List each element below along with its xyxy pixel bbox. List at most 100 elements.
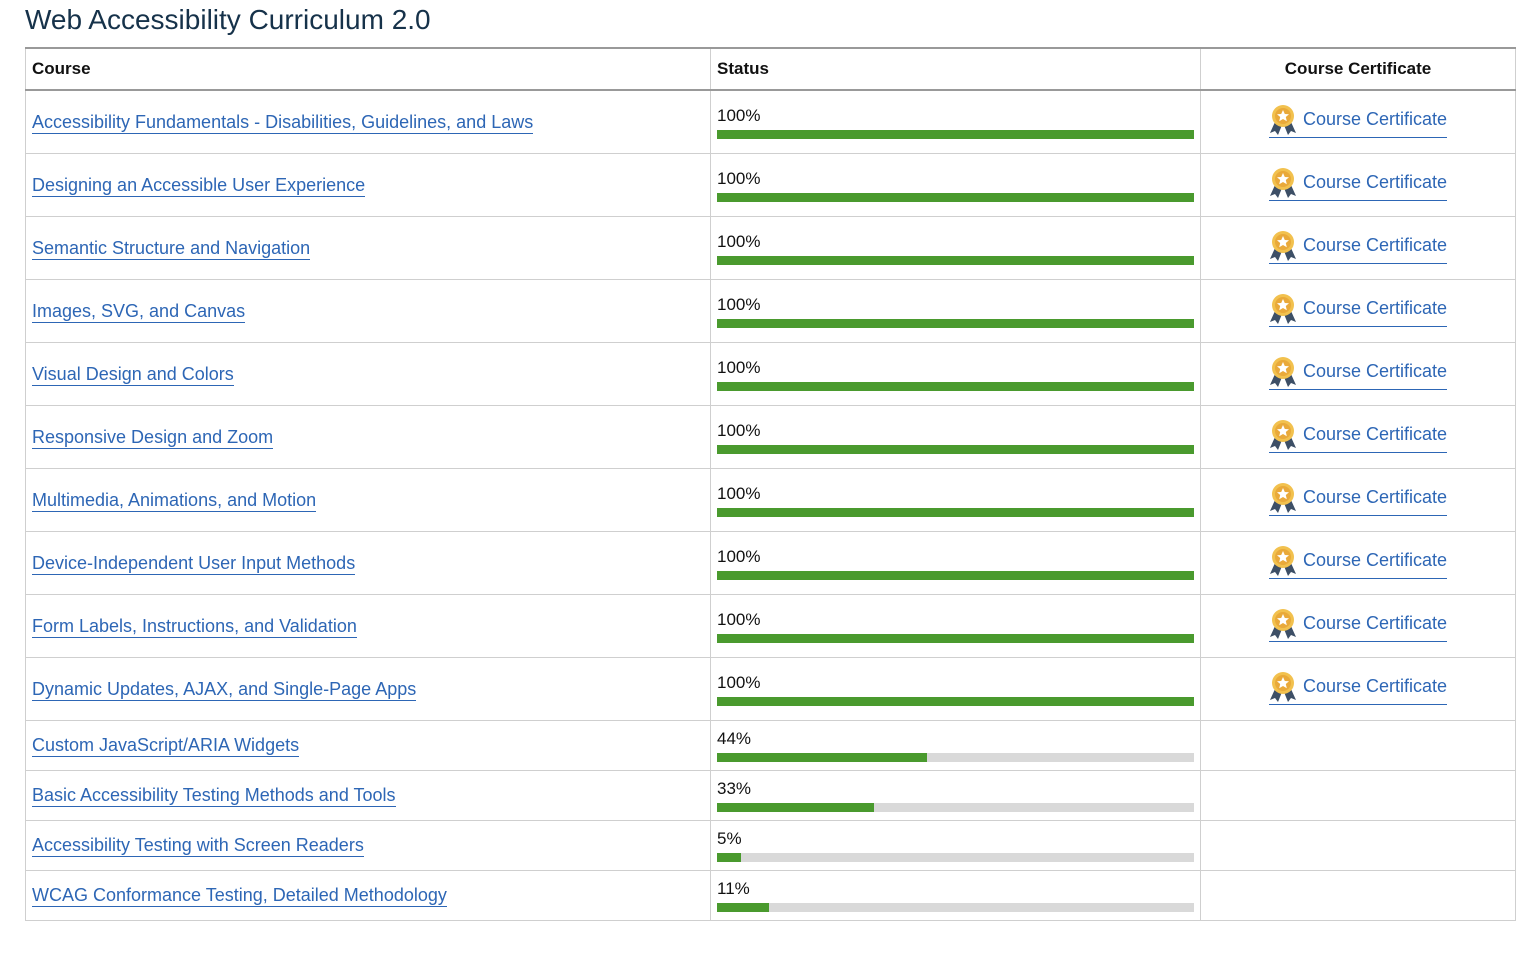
progress-fill [717,803,875,812]
progress-fill [717,903,770,912]
certificate-icon [1269,419,1296,450]
status-percent: 100% [717,105,761,125]
certificate-link[interactable]: Course Certificate [1268,230,1448,264]
progress-fill [717,444,1194,454]
course-cell: Responsive Design and Zoom [25,405,711,469]
certificate-cell [1200,770,1516,821]
certificate-cell: Course Certificate [1200,279,1516,343]
course-link[interactable]: Accessibility Testing with Screen Reader… [32,835,364,857]
status-percent: 44% [717,729,752,748]
certificate-cell: Course Certificate [1200,531,1516,595]
progress-track [717,444,1194,454]
course-cell: Visual Design and Colors [25,342,711,406]
certificate-link[interactable]: Course Certificate [1268,419,1448,453]
status-cell: 44% [710,720,1201,771]
status-cell: 100% [710,657,1201,721]
course-link[interactable]: Multimedia, Animations, and Motion [32,489,317,512]
course-link[interactable]: Images, SVG, and Canvas [32,300,246,323]
certificate-text: Course Certificate [1302,172,1448,192]
certificate-cell [1200,820,1516,871]
progress-fill [717,507,1194,517]
certificate-text: Course Certificate [1302,109,1448,129]
course-cell: Multimedia, Animations, and Motion [25,468,711,532]
status-percent: 11% [717,879,750,898]
certificate-cell: Course Certificate [1200,657,1516,721]
progress-track [717,381,1194,391]
status-cell: 100% [710,531,1201,595]
status-cell: 11% [710,870,1201,921]
certificate-cell: Course Certificate [1200,153,1516,217]
certificate-link[interactable]: Course Certificate [1268,482,1448,516]
progress-fill [717,570,1194,580]
progress-track [717,753,1194,762]
course-link[interactable]: Form Labels, Instructions, and Validatio… [32,615,357,638]
certificate-link[interactable]: Course Certificate [1268,608,1448,642]
course-link[interactable]: Semantic Structure and Navigation [32,237,311,260]
certificate-text: Course Certificate [1302,361,1448,381]
status-cell: 100% [710,279,1201,343]
status-cell: 100% [710,594,1201,658]
progress-track [717,318,1194,328]
progress-track [717,129,1194,139]
certificate-icon [1269,104,1296,135]
course-link[interactable]: Device-Independent User Input Methods [32,552,356,575]
course-link[interactable]: WCAG Conformance Testing, Detailed Metho… [32,885,447,907]
course-row: Accessibility Fundamentals - Disabilitie… [25,89,1516,154]
course-link[interactable]: Responsive Design and Zoom [32,426,274,449]
status-cell: 100% [710,216,1201,280]
status-percent: 100% [717,231,761,251]
status-cell: 100% [710,405,1201,469]
certificate-link[interactable]: Course Certificate [1268,167,1448,201]
status-percent: 100% [717,672,761,692]
course-link[interactable]: Basic Accessibility Testing Methods and … [32,785,396,807]
status-percent: 100% [717,609,761,629]
certificate-text: Course Certificate [1302,487,1448,507]
page-title: Web Accessibility Curriculum 2.0 [25,4,431,35]
certificate-link[interactable]: Course Certificate [1268,293,1448,327]
certificate-cell: Course Certificate [1200,468,1516,532]
progress-fill [717,696,1194,706]
course-link[interactable]: Designing an Accessible User Experience [32,174,366,197]
course-link[interactable]: Dynamic Updates, AJAX, and Single-Page A… [32,678,417,701]
certificate-text: Course Certificate [1302,550,1448,570]
progress-track [717,696,1194,706]
status-cell: 100% [710,153,1201,217]
status-percent: 5% [717,829,742,848]
progress-fill [717,129,1194,139]
course-row: WCAG Conformance Testing, Detailed Metho… [25,870,1516,921]
status-cell: 33% [710,770,1201,821]
column-header: Status [710,47,1201,91]
course-link[interactable]: Accessibility Fundamentals - Disabilitie… [32,111,534,134]
course-cell: Designing an Accessible User Experience [25,153,711,217]
progress-fill [717,853,741,862]
table-header: Course Status Course Certificate [25,47,1516,91]
status-cell: 100% [710,342,1201,406]
course-row: Form Labels, Instructions, and Validatio… [25,594,1516,658]
progress-track [717,192,1194,202]
certificate-icon [1269,608,1296,639]
course-row: Designing an Accessible User Experience 1… [25,153,1516,217]
progress-track [717,255,1194,265]
course-cell: Semantic Structure and Navigation [25,216,711,280]
certificate-text: Course Certificate [1302,298,1448,318]
certificate-link[interactable]: Course Certificate [1268,356,1448,390]
table-body: Accessibility Fundamentals - Disabilitie… [25,89,1516,921]
progress-fill [717,255,1194,265]
status-cell: 100% [710,89,1201,154]
status-percent: 100% [717,357,761,377]
certificate-icon [1269,545,1296,576]
course-link[interactable]: Visual Design and Colors [32,363,234,386]
certificate-text: Course Certificate [1302,424,1448,444]
course-link[interactable]: Custom JavaScript/ARIA Widgets [32,735,300,757]
status-cell: 5% [710,820,1201,871]
certificate-text: Course Certificate [1302,235,1448,255]
course-cell: Accessibility Testing with Screen Reader… [25,820,711,871]
status-cell: 100% [710,468,1201,532]
certificate-icon [1269,671,1296,702]
certificate-link[interactable]: Course Certificate [1268,671,1448,705]
certificate-link[interactable]: Course Certificate [1268,545,1448,579]
certificate-cell [1200,720,1516,771]
certificate-link[interactable]: Course Certificate [1268,104,1448,138]
